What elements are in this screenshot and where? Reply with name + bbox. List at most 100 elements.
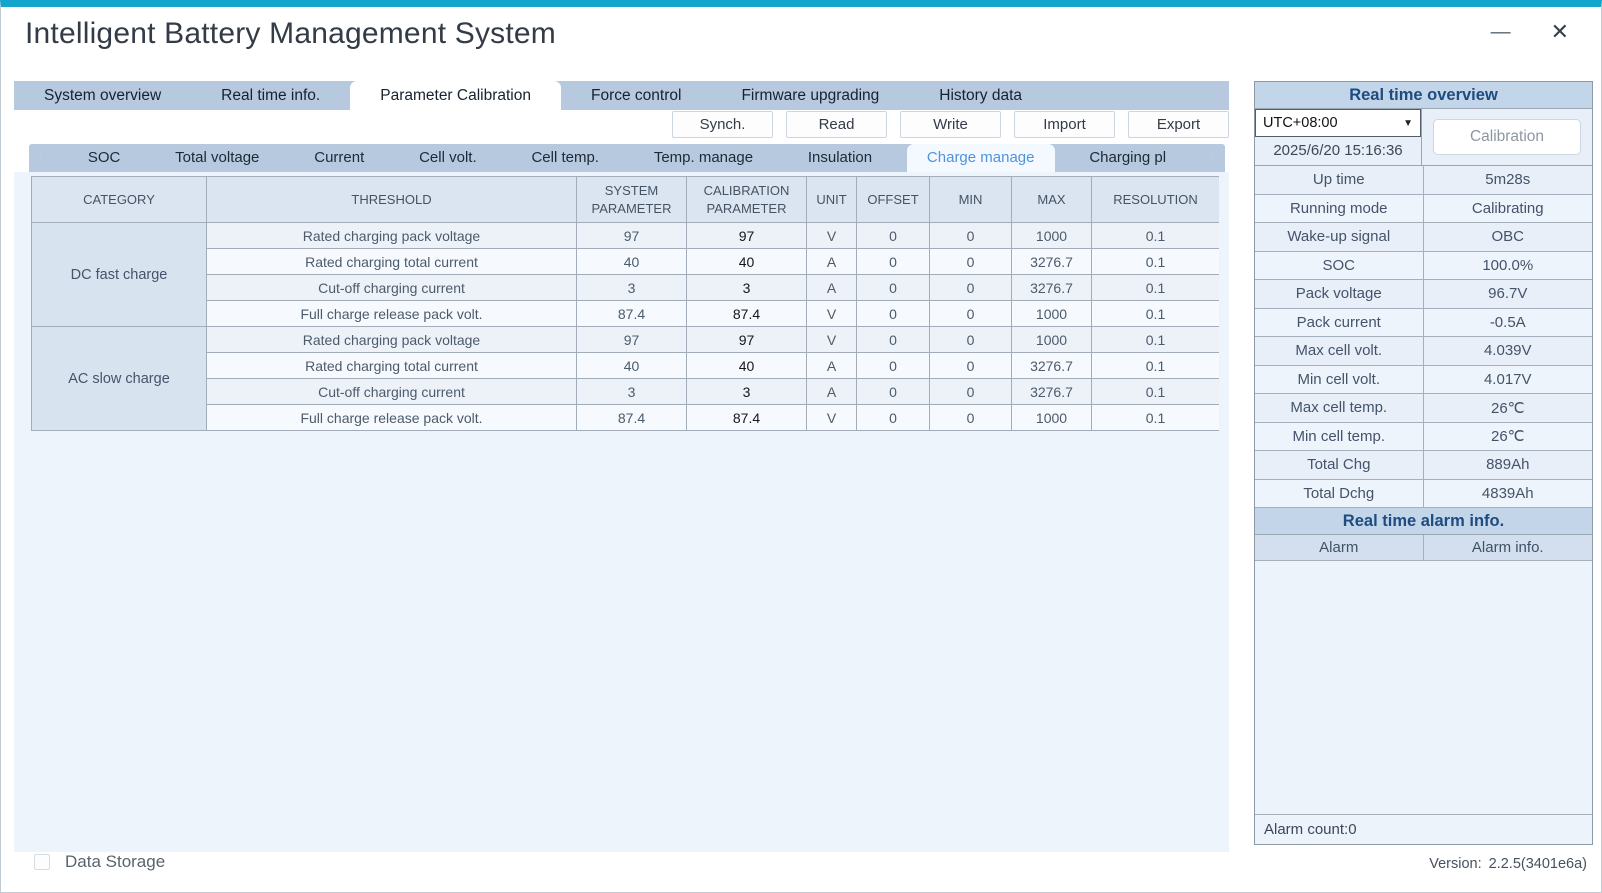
max-cell: 3276.7 bbox=[1011, 248, 1092, 275]
timezone-select[interactable]: UTC+08:00 ▼ bbox=[1255, 109, 1421, 137]
subtab-scroll-left-icon[interactable]: ‹ bbox=[38, 149, 44, 166]
subtab-charging-pl[interactable]: Charging pl bbox=[1089, 149, 1167, 166]
unit-cell: A bbox=[806, 274, 857, 301]
tab-real-time-info[interactable]: Real time info. bbox=[221, 87, 321, 104]
calibration-cell[interactable]: 40 bbox=[686, 352, 807, 379]
subtab-total-voltage[interactable]: Total voltage bbox=[175, 149, 260, 166]
info-value: 100.0% bbox=[1482, 256, 1534, 274]
offset-cell: 0 bbox=[856, 300, 930, 327]
system-cell: 97 bbox=[576, 222, 687, 249]
synch-button[interactable]: Synch. bbox=[672, 111, 773, 138]
info-value: 26℃ bbox=[1490, 399, 1525, 417]
info-label: Total Chg bbox=[1255, 451, 1424, 479]
table-row: DC fast charge Rated charging pack voltag… bbox=[31, 222, 1219, 327]
tab-force-control[interactable]: Force control bbox=[591, 87, 682, 104]
resolution-cell: 0.1 bbox=[1091, 404, 1219, 431]
subtab-insulation[interactable]: Insulation bbox=[807, 149, 873, 166]
col-header-offset: OFFSET bbox=[856, 176, 930, 223]
calibration-cell[interactable]: 40 bbox=[686, 248, 807, 275]
info-label: Up time bbox=[1255, 166, 1424, 194]
minimize-icon[interactable]: — bbox=[1490, 21, 1511, 43]
info-value: OBC bbox=[1491, 228, 1524, 246]
resolution-cell: 0.1 bbox=[1091, 274, 1219, 301]
max-cell: 3276.7 bbox=[1011, 352, 1092, 379]
info-row-running-mode: Running mode Calibrating bbox=[1255, 194, 1592, 223]
calibration-cell[interactable]: 97 bbox=[686, 326, 807, 353]
offset-cell: 0 bbox=[856, 326, 930, 353]
write-button[interactable]: Write bbox=[900, 111, 1001, 138]
table-row: Rated charging total current 40 40 A 0 0 3276.… bbox=[32, 352, 1219, 379]
tab-system-overview[interactable]: System overview bbox=[44, 87, 162, 104]
parameter-table: CATEGORY THRESHOLD SYSTEM PARAMETER CALIBRA… bbox=[31, 176, 1219, 431]
subtab-current[interactable]: Current bbox=[314, 149, 365, 166]
subtab-charge-manage[interactable]: Charge manage bbox=[906, 144, 1055, 172]
info-row-min-cell-temp: Min cell temp. 26℃ bbox=[1255, 422, 1592, 451]
subtab-scroll-right-icon[interactable]: › bbox=[1210, 149, 1216, 166]
sub-tab-bar: ‹ SOC Total voltage Current Cell volt. Cell t… bbox=[29, 144, 1225, 172]
unit-cell: V bbox=[806, 222, 857, 249]
subtab-soc[interactable]: SOC bbox=[87, 149, 121, 166]
tab-history-data[interactable]: History data bbox=[939, 87, 1022, 104]
info-row-total-chg: Total Chg 889Ah bbox=[1255, 451, 1592, 480]
import-button[interactable]: Import bbox=[1014, 111, 1115, 138]
info-row-up-time: Up time 5m28s bbox=[1255, 166, 1592, 195]
version-label: Version: bbox=[1429, 856, 1482, 872]
tab-parameter-calibration[interactable]: Parameter Calibration bbox=[350, 81, 561, 110]
threshold-cell: Rated charging pack voltage bbox=[206, 222, 577, 249]
toolbar: Synch. Read Write Import Export bbox=[14, 111, 1229, 138]
info-label: Pack current bbox=[1255, 308, 1424, 336]
unit-cell: A bbox=[806, 248, 857, 275]
info-label: Min cell volt. bbox=[1255, 365, 1424, 393]
system-cell: 97 bbox=[576, 326, 687, 353]
calibration-cell[interactable]: 3 bbox=[686, 274, 807, 301]
info-row-total-dchg: Total Dchg 4839Ah bbox=[1255, 479, 1592, 508]
info-label: Max cell volt. bbox=[1255, 337, 1424, 365]
info-value: 4.039V bbox=[1483, 342, 1532, 360]
col-header-max: MAX bbox=[1011, 176, 1092, 223]
subtab-cell-volt[interactable]: Cell volt. bbox=[419, 149, 477, 166]
data-storage-checkbox[interactable] bbox=[34, 854, 50, 870]
resolution-cell: 0.1 bbox=[1091, 352, 1219, 379]
right-panel: Real time overview UTC+08:00 ▼ 2025/6/20… bbox=[1254, 81, 1593, 845]
system-cell: 3 bbox=[576, 274, 687, 301]
export-button[interactable]: Export bbox=[1128, 111, 1229, 138]
unit-cell: A bbox=[806, 378, 857, 405]
tab-firmware-upgrading[interactable]: Firmware upgrading bbox=[741, 87, 880, 104]
threshold-cell: Cut-off charging current bbox=[206, 378, 577, 405]
subtab-temp-manage[interactable]: Temp. manage bbox=[653, 149, 754, 166]
calibration-cell[interactable]: 87.4 bbox=[686, 404, 807, 431]
resolution-cell: 0.1 bbox=[1091, 300, 1219, 327]
info-value: -0.5A bbox=[1489, 313, 1526, 331]
info-label: Pack voltage bbox=[1255, 280, 1424, 308]
info-value: 5m28s bbox=[1485, 171, 1531, 189]
info-label: SOC bbox=[1255, 251, 1424, 279]
calibration-cell[interactable]: 87.4 bbox=[686, 300, 807, 327]
resolution-cell: 0.1 bbox=[1091, 326, 1219, 353]
close-icon[interactable]: ✕ bbox=[1550, 19, 1569, 44]
col-header-threshold: THRESHOLD bbox=[206, 176, 577, 223]
category-cell: AC slow charge bbox=[31, 326, 207, 431]
info-value: 4.017V bbox=[1483, 370, 1532, 388]
calibration-cell[interactable]: 97 bbox=[686, 222, 807, 249]
min-cell: 0 bbox=[929, 274, 1012, 301]
min-cell: 0 bbox=[929, 248, 1012, 275]
min-cell: 0 bbox=[929, 300, 1012, 327]
calibration-button[interactable]: Calibration bbox=[1433, 119, 1581, 155]
subtab-cell-temp[interactable]: Cell temp. bbox=[531, 149, 599, 166]
info-value: 889Ah bbox=[1486, 456, 1530, 474]
alarm-col-header: Alarm bbox=[1255, 535, 1424, 560]
col-header-unit: UNIT bbox=[806, 176, 857, 223]
min-cell: 0 bbox=[929, 404, 1012, 431]
calibration-cell[interactable]: 3 bbox=[686, 378, 807, 405]
threshold-cell: Rated charging total current bbox=[206, 248, 577, 275]
offset-cell: 0 bbox=[856, 222, 930, 249]
table-row: AC slow charge Rated charging pack voltag… bbox=[31, 326, 1219, 431]
version-value: 2.2.5(3401e6a) bbox=[1488, 856, 1587, 872]
system-cell: 87.4 bbox=[576, 404, 687, 431]
info-row-pack-current: Pack current -0.5A bbox=[1255, 308, 1592, 337]
table-row: Full charge release pack volt. 87.4 87.4 V 0… bbox=[32, 404, 1219, 431]
read-button[interactable]: Read bbox=[786, 111, 887, 138]
table-row: Full charge release pack volt. 87.4 87.4 V 0… bbox=[32, 300, 1219, 327]
threshold-cell: Full charge release pack volt. bbox=[206, 404, 577, 431]
max-cell: 3276.7 bbox=[1011, 274, 1092, 301]
